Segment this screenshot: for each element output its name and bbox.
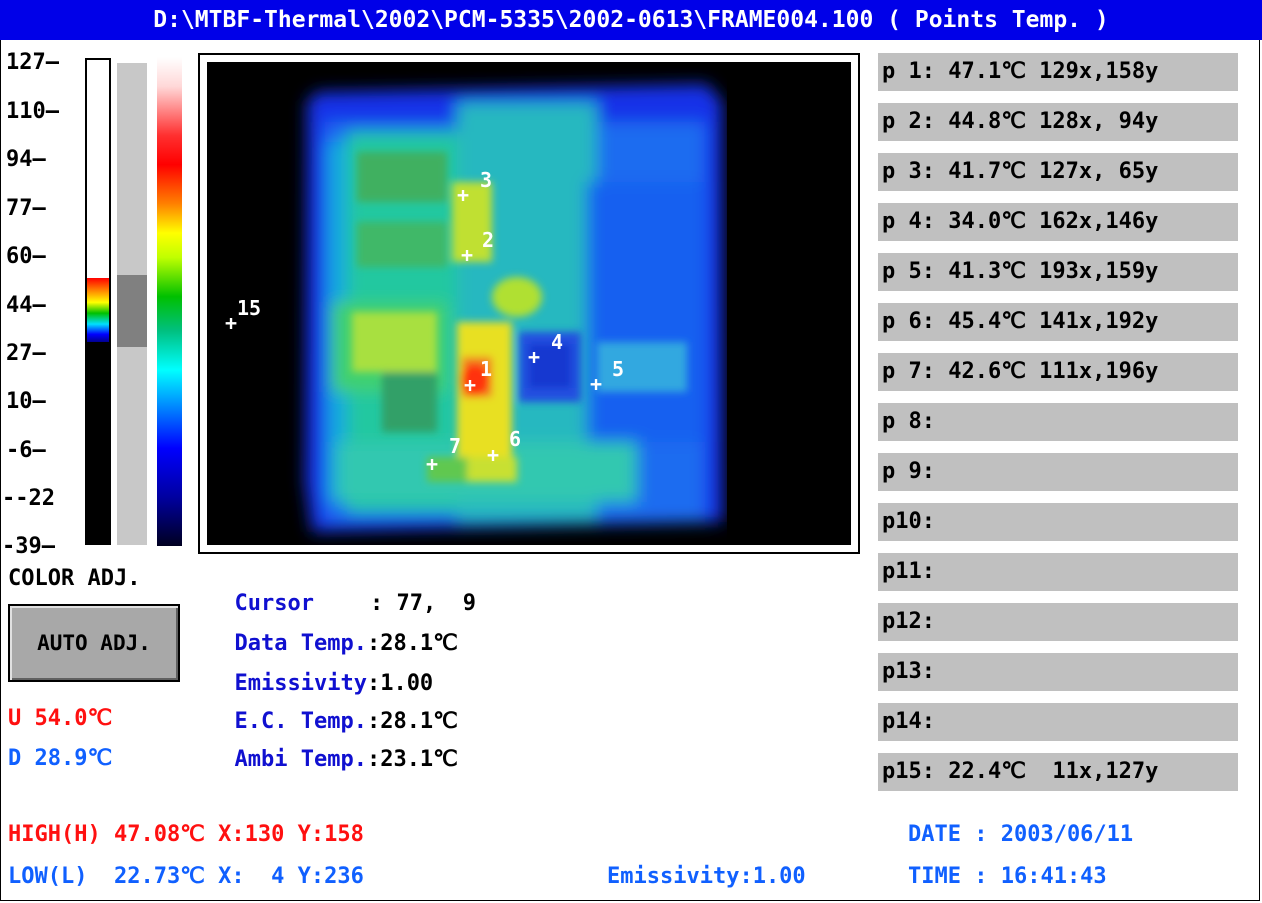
- marker-15-label: 15: [237, 296, 261, 320]
- scale-tick: 10—: [6, 389, 46, 414]
- point-item-6[interactable]: p 6: 45.4℃ 141x,192y: [878, 303, 1238, 341]
- point-item-9[interactable]: p 9:: [878, 453, 1238, 491]
- point-item-13[interactable]: p13:: [878, 653, 1238, 691]
- point-item-15[interactable]: p15: 22.4℃ 11x,127y: [878, 753, 1238, 791]
- data-temp-row: Data Temp.:28.1℃: [208, 606, 458, 656]
- data-temp-label: Data Temp.: [234, 631, 367, 656]
- emissivity-value: :1.00: [366, 671, 434, 696]
- emissivity-label: Emissivity: [234, 671, 367, 696]
- scale-tick: -39—: [2, 534, 55, 559]
- marker-5-label: 5: [612, 357, 624, 381]
- ec-temp-value: :28.1℃: [366, 709, 458, 734]
- ec-temp-label: E.C. Temp.: [234, 709, 367, 734]
- thermal-image-render: + 1 + 2 + 3 + 4 + 5 + 6 + 7 + 15: [207, 62, 851, 545]
- marker-2: +: [461, 243, 473, 267]
- point-item-11[interactable]: p11:: [878, 553, 1238, 591]
- scale-tick: -6—: [6, 438, 46, 463]
- cursor-row: Cursor : 77, 9: [208, 566, 476, 616]
- ambi-temp-row: Ambi Temp.:23.1℃: [208, 722, 458, 772]
- marker-3: +: [457, 183, 469, 207]
- footer-emissivity: Emissivity:1.00: [607, 864, 806, 889]
- point-item-1[interactable]: p 1: 47.1℃ 129x,158y: [878, 53, 1238, 91]
- range-color-bar: [85, 58, 111, 545]
- emissivity-row: Emissivity:1.00: [208, 646, 434, 696]
- auto-adj-button[interactable]: AUTO ADJ.: [8, 604, 180, 682]
- date-readout: DATE : 2003/06/11: [908, 822, 1134, 847]
- color-spectrum-bar: [157, 57, 182, 546]
- marker-6-label: 6: [509, 427, 521, 451]
- marker-4-label: 4: [551, 330, 563, 354]
- point-item-7[interactable]: p 7: 42.6℃ 111x,196y: [878, 353, 1238, 391]
- thermal-image-frame[interactable]: + 1 + 2 + 3 + 4 + 5 + 6 + 7 + 15: [198, 53, 860, 554]
- point-item-2[interactable]: p 2: 44.8℃ 128x, 94y: [878, 103, 1238, 141]
- point-item-5[interactable]: p 5: 41.3℃ 193x,159y: [878, 253, 1238, 291]
- marker-7-label: 7: [449, 434, 461, 458]
- marker-1: +: [464, 373, 476, 397]
- cursor-value: : 77, 9: [369, 591, 476, 616]
- scale-tick: 27—: [6, 341, 46, 366]
- scale-tick: --22: [2, 486, 55, 511]
- low-temp-readout: LOW(L) 22.73℃ X: 4 Y:236: [8, 864, 364, 889]
- ec-temp-row: E.C. Temp.:28.1℃: [208, 684, 458, 734]
- scale-tick: 60—: [6, 244, 46, 269]
- marker-4: +: [528, 345, 540, 369]
- ambi-temp-label: Ambi Temp.: [234, 747, 367, 772]
- marker-3-label: 3: [480, 168, 492, 192]
- point-item-14[interactable]: p14:: [878, 703, 1238, 741]
- color-adj-label: COLOR ADJ.: [8, 566, 141, 591]
- marker-15: +: [225, 311, 237, 335]
- scale-tick: 110—: [6, 99, 59, 124]
- point-item-10[interactable]: p10:: [878, 503, 1238, 541]
- scale-tick: 127—: [6, 50, 59, 75]
- ambi-temp-value: :23.1℃: [366, 747, 458, 772]
- point-item-4[interactable]: p 4: 34.0℃ 162x,146y: [878, 203, 1238, 241]
- point-item-12[interactable]: p12:: [878, 603, 1238, 641]
- scale-window-slider[interactable]: [117, 275, 147, 347]
- cursor-label: Cursor: [234, 591, 314, 616]
- scale-tick: 44—: [6, 293, 46, 318]
- time-readout: TIME : 16:41:43: [908, 864, 1107, 889]
- scale-tick: 77—: [6, 196, 46, 221]
- upper-limit-temp: U 54.0℃: [8, 706, 113, 731]
- data-temp-value: :28.1℃: [366, 631, 458, 656]
- point-item-3[interactable]: p 3: 41.7℃ 127x, 65y: [878, 153, 1238, 191]
- high-temp-readout: HIGH(H) 47.08℃ X:130 Y:158: [8, 822, 364, 847]
- point-item-8[interactable]: p 8:: [878, 403, 1238, 441]
- lower-limit-temp: D 28.9℃: [8, 746, 113, 771]
- scale-tick: 94—: [6, 147, 46, 172]
- title-bar: D:\MTBF-Thermal\2002\PCM-5335\2002-0613\…: [0, 0, 1262, 40]
- marker-7: +: [426, 452, 438, 476]
- marker-2-label: 2: [482, 228, 494, 252]
- marker-1-label: 1: [480, 357, 492, 381]
- marker-6: +: [487, 443, 499, 467]
- marker-5: +: [590, 372, 602, 396]
- thermal-image[interactable]: + 1 + 2 + 3 + 4 + 5 + 6 + 7 + 15: [207, 62, 851, 545]
